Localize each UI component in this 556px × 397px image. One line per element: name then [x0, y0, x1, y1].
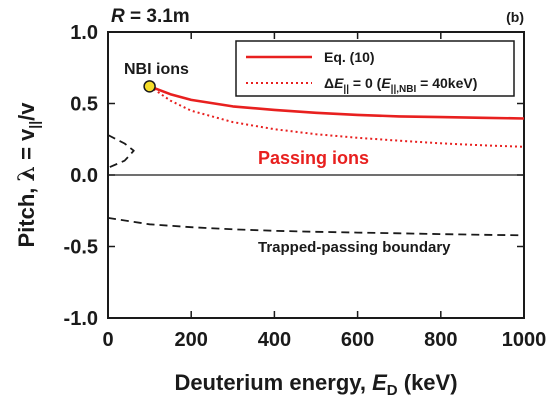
nbi-ions-label: NBI ions: [124, 61, 189, 78]
y-tick-label: 0.0: [70, 165, 98, 187]
x-tick-label: 600: [341, 329, 374, 351]
legend-label-eq10: Eq. (10): [324, 49, 375, 65]
series-line-1: [149, 85, 525, 148]
series-line-2: [107, 217, 525, 237]
x-axis-title: Deuterium energy, ED (keV): [174, 370, 457, 397]
x-tick-label: 0: [102, 329, 113, 351]
radius-label: R = 3.1m: [111, 6, 190, 27]
x-tick-label: 400: [258, 329, 291, 351]
series-line-3: [107, 134, 135, 169]
nbi-ions-marker: [143, 80, 156, 93]
y-tick-label: -1.0: [64, 308, 98, 330]
series-line-0: [149, 85, 525, 120]
legend-label-delta: ΔE|| = 0 (E||,NBI = 40keV): [324, 75, 477, 95]
legend: Eq. (10) ΔE|| = 0 (E||,NBI = 40keV): [235, 40, 515, 97]
y-axis-title: Pitch, λ = v||/v: [14, 102, 42, 248]
legend-box: [235, 40, 515, 97]
y-tick-label: 1.0: [70, 22, 98, 44]
y-tick-label: 0.5: [70, 94, 98, 116]
boundary-label: Trapped-passing boundary: [258, 239, 451, 256]
panel-label: (b): [506, 9, 524, 25]
y-tick-label: -0.5: [64, 237, 98, 259]
x-tick-label: 1000: [502, 329, 547, 351]
x-tick-label: 200: [175, 329, 208, 351]
passing-ions-label: Passing ions: [258, 148, 369, 168]
x-tick-label: 800: [424, 329, 457, 351]
